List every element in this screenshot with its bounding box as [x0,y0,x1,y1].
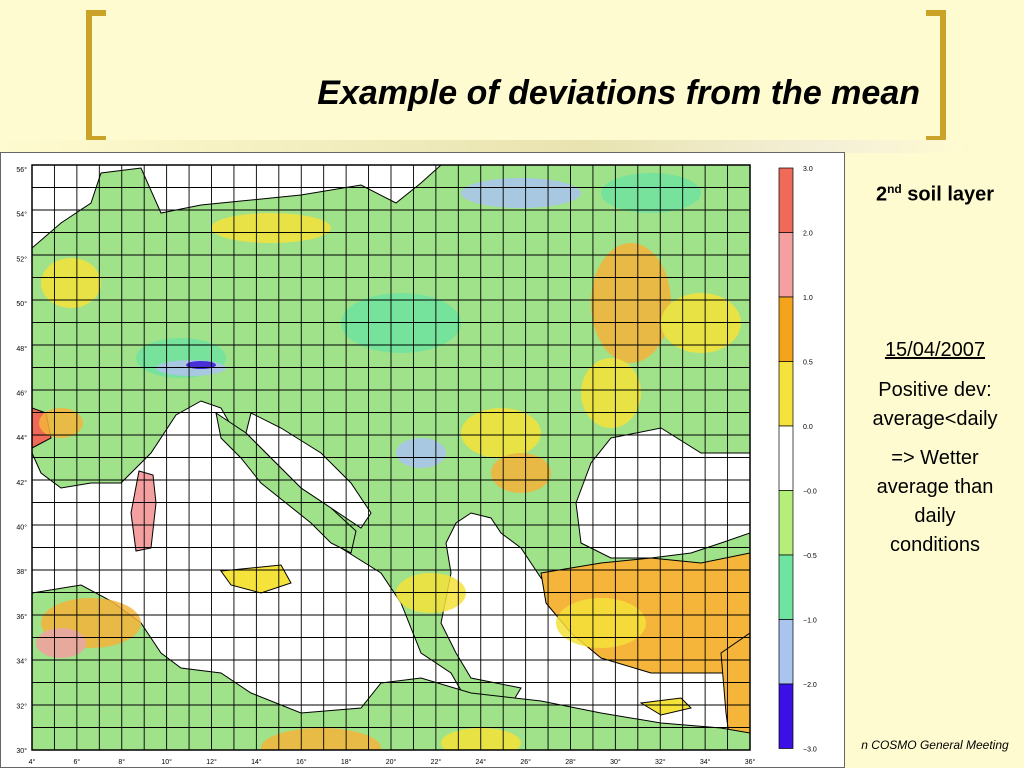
color-legend: 3.0 2.0 1.0 0.5 0.0 −0.0 −0.5 −1.0 −2.0 −3.0 [778,166,817,754]
layer-text: soil layer [901,183,995,206]
conclusion-line-3: daily [914,504,956,527]
latitude-label: 30° [16,747,27,755]
latitude-label: 56° [16,166,27,174]
positive-dev-text: Positive dev: [878,378,992,401]
right-bracket-decoration [926,10,946,142]
latitude-label: 40° [16,524,27,532]
legend-swatch [778,683,794,749]
land-italy [215,411,357,554]
annotation-panel: 2nd soil layer 15/04/2007 Positive dev: … [846,170,1024,560]
legend-tick-label: 2.0 [803,231,813,238]
title-divider [0,140,975,153]
patch-positive [491,453,551,493]
latitude-label: 48° [16,345,27,353]
map-area [32,165,750,750]
longitude-label: 20° [386,758,397,766]
layer-heading: 2nd soil layer [846,182,1024,207]
legend-tick-label: −3.0 [803,747,817,754]
longitude-label: 24° [475,758,486,766]
latitude-label: 46° [16,389,27,397]
legend-tick-label: −2.0 [803,682,817,689]
latitude-label: 42° [16,479,27,487]
legend-swatch [778,232,794,298]
latitude-label: 50° [16,300,27,308]
latitude-label: 34° [16,658,27,666]
patch-positive [261,728,381,750]
longitude-label: 16° [296,758,307,766]
patch-positive [581,358,641,428]
land-levant [720,632,750,750]
map-border [31,164,751,751]
date-label: 15/04/2007 [884,338,986,361]
patch-positive [36,628,86,658]
latitude-label: 38° [16,568,27,576]
longitude-label: 32° [655,758,666,766]
patch-positive [211,213,331,243]
legend-tick-label: −0.0 [803,489,817,496]
layer-ordinal: nd [887,182,902,196]
longitude-label: 8° [118,758,125,766]
legend-swatch [778,167,794,233]
deviation-map: 56° 54° 52° 50° 48° 46° 44° 42° 40° 38° 36° 34° 32° 3… [16,164,817,766]
slide-title: Example of deviations from the mean [317,74,920,112]
sea-black [575,427,750,559]
legend-swatch [778,490,794,556]
legend-swatch [778,554,794,620]
latitude-label: 54° [16,211,27,219]
longitude-label: 4° [29,758,36,766]
latitude-labels: 56° 54° 52° 50° 48° 46° 44° 42° 40° 38° 36° 34° 32° 3… [16,166,27,755]
longitude-label: 18° [341,758,352,766]
patch-negative [341,293,461,353]
layer-number: 2 [875,183,888,206]
legend-swatch [778,619,794,685]
patch-negative [601,173,701,213]
latitude-label: 32° [16,702,27,710]
patch-strong-negative [186,361,216,369]
longitude-label: 6° [74,758,81,766]
latitude-label: 36° [16,613,27,621]
patch-positive [41,258,101,308]
legend-swatch [778,425,794,491]
legend-tick-label: 1.0 [803,295,813,302]
patch-positive [39,408,83,438]
latitude-label: 44° [16,434,27,442]
patch-positive [461,408,541,458]
patch-positive [396,573,466,613]
longitude-label: 28° [565,758,576,766]
left-bracket-decoration [86,10,106,142]
legend-tick-label: −1.0 [803,618,817,625]
conclusion-line-1: => Wetter [891,446,979,469]
comparison-text: average<daily [872,407,998,430]
longitude-label: 14° [251,758,262,766]
conclusion-line-4: conditions [889,533,981,556]
deviation-map-figure: 56° 54° 52° 50° 48° 46° 44° 42° 40° 38° 36° 34° 32° 3… [0,152,845,768]
longitude-label: 36° [745,758,756,766]
legend-swatch [778,361,794,427]
longitude-label: 10° [161,758,172,766]
longitude-label: 26° [520,758,531,766]
longitude-label: 22° [431,758,442,766]
latitude-label: 52° [16,255,27,263]
longitude-labels: 4° 6° 8° 10° 12° 14° 16° 18° 20° 22° 24° 26° 28° 30° 3… [29,758,756,766]
patch-positive [556,598,646,648]
land-sardinia [130,470,157,552]
patch-positive [661,293,741,353]
slide-footer: n COSMO General Meeting [861,738,1009,752]
legend-tick-label: −0.5 [803,553,817,560]
legend-tick-label: 0.5 [803,360,813,367]
patch-negative [461,178,581,208]
deviation-patches [36,173,741,750]
longitude-label: 30° [610,758,621,766]
longitude-label: 34° [700,758,711,766]
legend-tick-label: 3.0 [803,166,813,173]
longitude-label: 12° [206,758,217,766]
legend-tick-label: 0.0 [803,424,813,431]
patch-positive [591,243,671,363]
map-grid [32,165,750,750]
land-cyprus [639,697,692,716]
patch-negative [396,438,446,468]
conclusion-line-2: average than [876,475,994,498]
legend-swatch [778,296,794,362]
